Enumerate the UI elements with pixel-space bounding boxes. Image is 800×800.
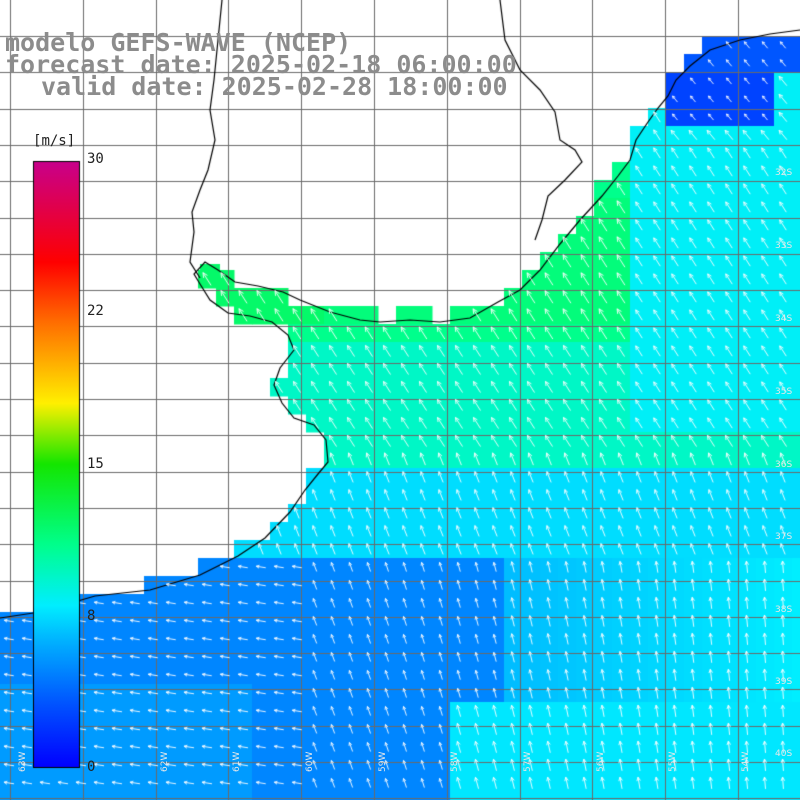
lon-label: 57W (523, 751, 533, 772)
model-title: modelo GEFS-WAVE (NCEP) (5, 28, 352, 57)
lat-label: 32S (775, 168, 793, 178)
lon-label: 59W (378, 751, 388, 772)
lon-label: 55W (668, 751, 678, 772)
colorbar-tick-8: 8 (87, 608, 96, 624)
lat-label: 35S (775, 387, 793, 397)
colorbar-tick-22: 22 (87, 303, 104, 319)
valid-date: valid date: 2025-02-28 18:00:00 (41, 72, 508, 101)
lon-label: 62W (160, 751, 170, 772)
lat-label: 38S (775, 605, 793, 615)
lon-label: 58W (450, 751, 460, 772)
lon-label: 54W (741, 751, 751, 772)
colorbar-tick-30: 30 (87, 151, 104, 167)
forecast-date: forecast date: 2025-02-18 06:00:00 (5, 50, 517, 79)
lon-label: 63W (18, 751, 28, 772)
colorbar-tick-0: 0 (87, 759, 96, 775)
lon-label: 61W (232, 751, 242, 772)
colorbar-unit: m/s (33, 133, 75, 149)
lat-label: 39S (775, 677, 793, 687)
lat-label: 40S (775, 749, 793, 759)
lat-label: 37S (775, 532, 793, 542)
colorbar-tick-15: 15 (87, 456, 104, 472)
lat-label: 36S (775, 460, 793, 470)
lat-label: 34S (775, 314, 793, 324)
lat-label: 33S (775, 241, 793, 251)
lon-label: 56W (596, 751, 606, 772)
lon-label: 60W (305, 751, 315, 772)
